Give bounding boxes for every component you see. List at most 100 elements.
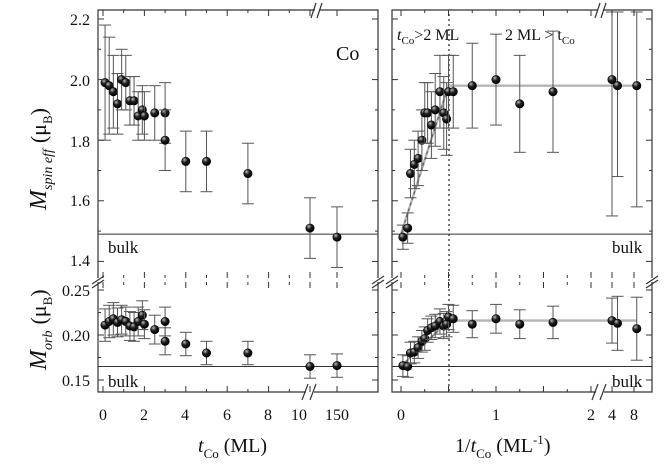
y-tick-label: 0.20 <box>62 328 90 345</box>
x-tick-label: 2 <box>587 407 595 424</box>
data-point <box>304 197 316 259</box>
panel-bottom-left <box>97 282 379 393</box>
data-point <box>148 85 161 141</box>
axis-break-mark <box>385 279 399 289</box>
x-axis-label-right: 1/tCo (ML-1) <box>455 432 550 461</box>
data-point <box>606 11 618 217</box>
data-point <box>138 309 151 340</box>
data-point <box>429 73 442 147</box>
axis-break-mark <box>301 383 309 401</box>
y-axis-label-orb: Morb(μB) <box>26 289 56 371</box>
axis-break-mark <box>309 383 317 401</box>
x-tick-label: 4 <box>181 407 189 424</box>
axes-frame <box>391 282 596 393</box>
data-point <box>241 142 254 205</box>
y-tick-label: 1.6 <box>70 193 90 210</box>
axis-break-marks <box>91 2 659 401</box>
data-point <box>606 297 618 344</box>
data-point <box>418 326 431 351</box>
axes-frame <box>314 282 379 393</box>
axis-break-mark <box>645 279 659 289</box>
y-axis-label-spin: Mspin eff(μB) <box>26 108 56 211</box>
data-point <box>447 304 460 333</box>
axes-frame <box>319 9 379 278</box>
data-point <box>401 212 414 244</box>
data-point <box>107 54 120 129</box>
axis-break-mark <box>371 279 385 289</box>
axis-break-mark <box>594 2 601 19</box>
annotation-thick: tCo>2 ML <box>397 27 459 47</box>
y-tick-label: 1.8 <box>70 134 90 151</box>
bulk-reference-lines <box>98 233 652 367</box>
axes-frame <box>97 282 306 393</box>
axis-break-mark <box>316 2 323 19</box>
data-point <box>241 340 254 366</box>
data-point <box>396 224 409 250</box>
data-point <box>148 314 161 345</box>
data-point <box>179 130 192 193</box>
x-tick-labels: 0 2 4 6 8 10 150 0 1 2 4 8 <box>99 407 638 424</box>
element-label: Co <box>336 43 359 65</box>
axis-break-mark <box>599 383 607 401</box>
data-point <box>630 11 643 208</box>
axis-break-mark <box>91 279 105 289</box>
data-point <box>159 327 172 356</box>
data-point <box>611 11 624 178</box>
data-point <box>200 340 213 366</box>
data-point <box>466 42 479 129</box>
axis-break-mark <box>600 2 607 19</box>
x-tick-label: 8 <box>630 407 638 424</box>
bulk-label: bulk <box>108 238 139 257</box>
x-tick-label: 10 <box>291 407 307 424</box>
axes-frame <box>97 9 315 278</box>
data-point <box>331 206 343 268</box>
y-tick-label: 0.15 <box>62 373 90 390</box>
data-point <box>513 54 526 153</box>
axis-break-mark <box>591 383 599 401</box>
y-tick-label: 1.4 <box>70 253 90 270</box>
x-tick-label: 1 <box>492 407 500 424</box>
bulk-label: bulk <box>612 372 643 391</box>
x-tick-label: 0 <box>99 407 107 424</box>
data-point <box>401 355 414 378</box>
x-tick-label: 150 <box>325 407 349 424</box>
x-tick-label: 8 <box>264 407 272 424</box>
x-tick-label: 0 <box>397 407 405 424</box>
data-point <box>547 305 559 340</box>
data-point <box>425 91 438 159</box>
data-point <box>331 353 343 378</box>
y-tick-labels: 2.2 2.0 1.8 1.6 1.4 0.25 0.20 0.15 <box>62 12 90 390</box>
annotation-thin: 2 ML > tCo <box>505 27 575 47</box>
bulk-label: bulk <box>612 238 643 257</box>
data-point <box>304 354 316 379</box>
axis-break-mark <box>91 275 105 285</box>
panel-bottom-right <box>391 282 653 393</box>
data-point <box>547 30 559 153</box>
data-point <box>138 91 151 141</box>
data-point <box>490 303 502 334</box>
data-point <box>179 331 192 357</box>
x-tick-label: 6 <box>223 407 231 424</box>
axes-frame <box>604 282 653 393</box>
axis-break-mark <box>645 275 659 285</box>
fit-line-dashed <box>400 85 449 235</box>
x-tick-label: 4 <box>608 407 616 424</box>
axes-frame <box>391 9 598 278</box>
x-axis-label-left: tCo (ML) <box>198 435 267 461</box>
y-tick-label: 2.0 <box>70 73 90 90</box>
bulk-label: bulk <box>108 372 139 391</box>
y-tick-label: 2.2 <box>70 12 90 29</box>
y-tick-label: 0.25 <box>62 283 90 300</box>
data-point <box>490 33 502 126</box>
data-point <box>447 54 460 129</box>
axis-break-mark <box>385 275 399 285</box>
data-points <box>99 11 643 379</box>
panel-top-left <box>97 9 379 278</box>
data-point <box>630 296 643 361</box>
data-point <box>611 295 624 351</box>
panel-top-right <box>391 9 653 278</box>
data-point <box>513 309 526 340</box>
data-point <box>200 130 213 193</box>
axis-break-mark <box>310 2 317 19</box>
